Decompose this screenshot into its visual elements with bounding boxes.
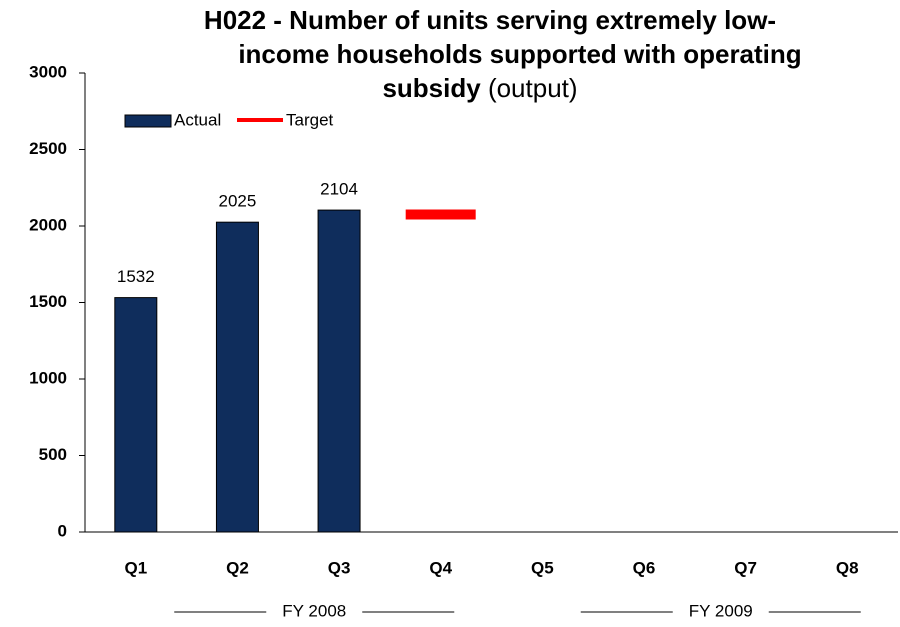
group-label: FY 2009 [689, 601, 753, 620]
x-tick-label: Q3 [328, 558, 351, 577]
data-label: 2025 [219, 192, 257, 211]
x-tick-label: Q7 [734, 558, 757, 577]
x-tick-label: Q4 [429, 558, 452, 577]
chart-title-line: subsidy [382, 73, 481, 103]
chart-title: H022 - Number of units serving extremely… [204, 5, 776, 35]
chart-title: income households supported with operati… [238, 39, 801, 69]
group-label: FY 2008 [282, 601, 346, 620]
legend-label: Actual [174, 110, 221, 129]
y-tick-label: 0 [58, 521, 67, 540]
chart-title: subsidy (output) [382, 73, 577, 103]
x-tick-label: Q8 [836, 558, 859, 577]
y-tick-label: 500 [39, 445, 67, 464]
y-tick-label: 3000 [29, 62, 67, 81]
y-tick-label: 1500 [29, 292, 67, 311]
x-tick-label: Q5 [531, 558, 554, 577]
bar [215, 221, 259, 533]
x-tick-label: Q1 [124, 558, 147, 577]
legend-label: Target [286, 110, 334, 129]
y-tick-label: 2500 [29, 139, 67, 158]
bar [114, 297, 158, 533]
y-tick-label: 2000 [29, 215, 67, 234]
legend-swatch [124, 114, 172, 128]
bar [317, 209, 361, 533]
data-label: 1532 [117, 267, 155, 286]
x-tick-label: Q2 [226, 558, 249, 577]
x-tick-label: Q6 [633, 558, 656, 577]
data-label: 2104 [320, 180, 358, 199]
chart-title-note: (output) [488, 73, 578, 103]
y-tick-label: 1000 [29, 368, 67, 387]
